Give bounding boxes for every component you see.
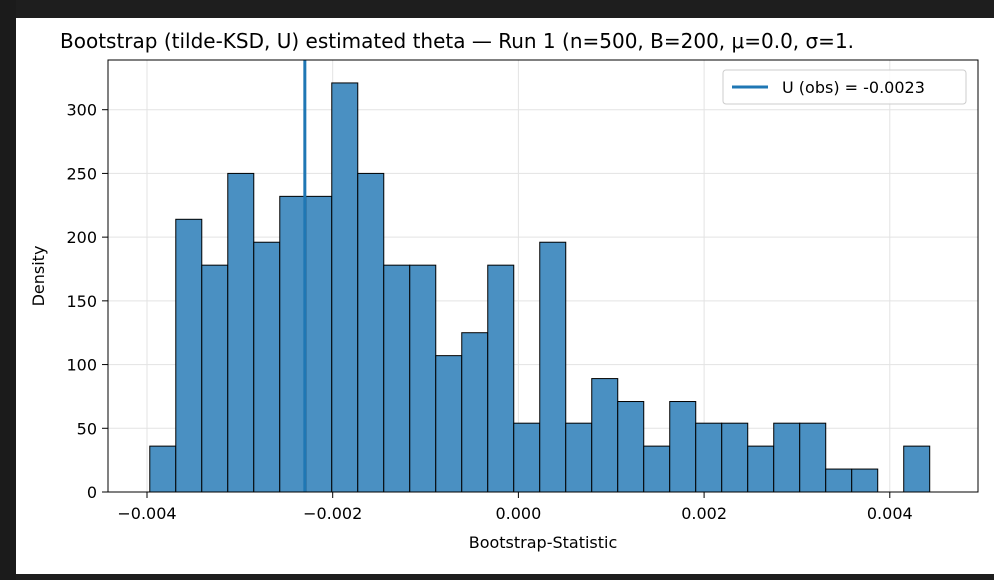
x-axis-ticks: −0.004 −0.002 0.000 0.002 0.004: [117, 492, 913, 523]
histogram-bar: [383, 264, 411, 493]
histogram-bar: [851, 468, 879, 493]
histogram-bar: [721, 422, 749, 493]
y-tick-label: 200: [66, 228, 97, 247]
y-axis-ticks: 0 50 100 150 200 250 300: [66, 101, 108, 502]
histogram-bar: [539, 241, 567, 493]
legend: U (obs) = -0.0023: [722, 69, 967, 105]
histogram-bar: [253, 241, 281, 493]
histogram-bar: [565, 422, 593, 493]
histogram-bar: [903, 445, 931, 493]
histogram-bar: [773, 422, 801, 493]
histogram-bar: [305, 195, 333, 493]
y-tick-label: 0: [87, 483, 97, 502]
histogram-bar: [331, 82, 359, 493]
histogram-bar: [201, 264, 229, 493]
histogram-bar: [149, 445, 177, 493]
x-tick-label: 0.004: [867, 504, 913, 523]
histogram-bar: [643, 445, 671, 493]
histogram-bar: [695, 422, 723, 493]
histogram-bar: [617, 401, 645, 493]
y-axis-label: Density: [29, 246, 48, 307]
x-tick-label: 0.000: [495, 504, 541, 523]
y-tick-label: 300: [66, 101, 97, 120]
histogram-bar: [799, 422, 827, 493]
histogram-bar: [825, 468, 853, 493]
histogram-bar: [409, 264, 437, 493]
y-tick-label: 150: [66, 292, 97, 311]
editor-gutter: [0, 0, 16, 580]
axes-frame: [107, 59, 979, 493]
histogram-bar: [513, 422, 541, 493]
histogram-bar: [175, 218, 203, 493]
y-tick-label: 50: [77, 419, 97, 438]
x-tick-label: −0.002: [303, 504, 362, 523]
x-tick-label: −0.004: [117, 504, 176, 523]
histogram-chart: Bootstrap (tilde-KSD, U) estimated theta…: [29, 29, 979, 552]
histogram-bar: [227, 172, 255, 493]
x-tick-label: 0.002: [681, 504, 727, 523]
histogram-bars: [149, 82, 931, 493]
y-tick-label: 100: [66, 356, 97, 375]
histogram-bar: [591, 378, 619, 493]
histogram-bar: [487, 264, 515, 493]
legend-entry-label: U (obs) = -0.0023: [782, 78, 925, 97]
histogram-bar: [747, 445, 775, 493]
legend-box: [722, 69, 967, 105]
histogram-bar: [357, 172, 385, 493]
histogram-bar: [279, 195, 307, 493]
chart-figure: Bootstrap (tilde-KSD, U) estimated theta…: [16, 18, 994, 574]
x-axis-label: Bootstrap-Statistic: [469, 533, 618, 552]
y-tick-label: 250: [66, 164, 97, 183]
histogram-bar: [461, 332, 489, 493]
histogram-bar: [435, 355, 463, 493]
chart-title: Bootstrap (tilde-KSD, U) estimated theta…: [60, 29, 854, 53]
histogram-bar: [669, 401, 697, 493]
